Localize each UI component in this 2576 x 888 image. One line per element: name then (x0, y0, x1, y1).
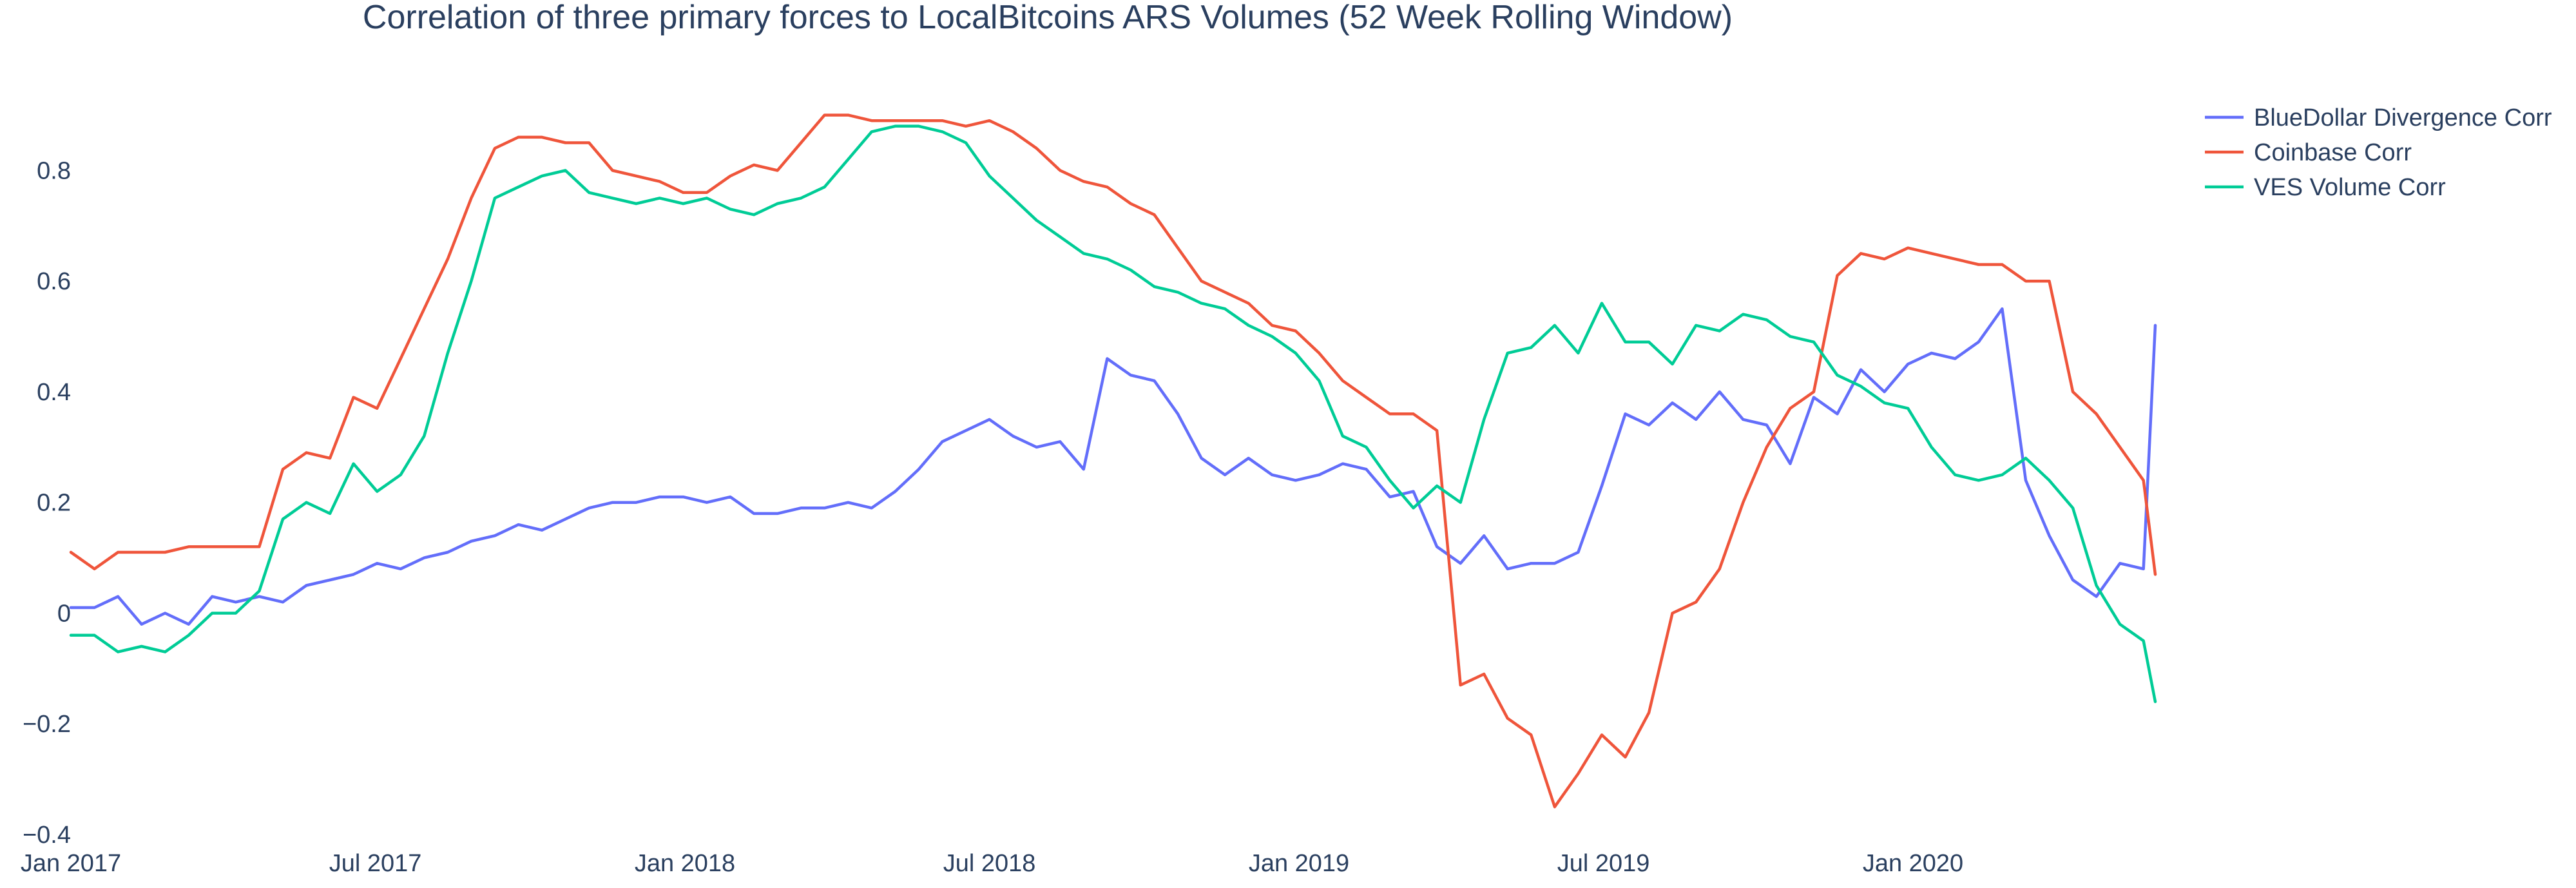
y-tick-label: 0.2 (37, 490, 71, 517)
y-tick-label: 0.6 (37, 268, 71, 295)
y-tick-label: −0.4 (23, 822, 71, 849)
x-tick-label: Jan 2018 (635, 850, 735, 877)
y-tick-label: 0 (57, 600, 71, 627)
x-tick-label: Jan 2017 (21, 850, 121, 877)
series-line-bluedollar-divergence-corr (69, 307, 2157, 626)
x-tick-label: Jul 2017 (329, 850, 422, 877)
y-tick-label: −0.2 (23, 711, 71, 738)
series-line-coinbase-corr (69, 113, 2157, 809)
x-tick-label: Jan 2020 (1863, 850, 1963, 877)
legend-item-coinbase-corr[interactable]: Coinbase Corr (2205, 139, 2412, 166)
x-tick-label: Jul 2018 (943, 850, 1036, 877)
x-axis: Jan 2017 Jul 2017 Jan 2018 Jul 2018 Jan 2019… (21, 850, 1963, 877)
legend-label: BlueDollar Divergence Corr (2254, 104, 2552, 131)
legend-item-bluedollar-divergence-corr[interactable]: BlueDollar Divergence Corr (2205, 104, 2552, 131)
series-line-ves-volume-corr (69, 124, 2157, 704)
legend-label: VES Volume Corr (2254, 174, 2446, 201)
legend[interactable]: BlueDollar Divergence Corr Coinbase Corr V… (2205, 104, 2552, 201)
y-tick-label: 0.4 (37, 379, 71, 406)
plot-area (69, 113, 2157, 809)
y-tick-label: 0.8 (37, 157, 71, 184)
chart-title: Correlation of three primary forces to L… (363, 0, 1733, 36)
legend-item-ves-volume-corr[interactable]: VES Volume Corr (2205, 174, 2446, 201)
legend-label: Coinbase Corr (2254, 139, 2412, 166)
x-tick-label: Jul 2019 (1557, 850, 1650, 877)
y-axis: −0.4 −0.2 0 0.2 0.4 0.6 0.8 (23, 157, 71, 849)
x-tick-label: Jan 2019 (1249, 850, 1349, 877)
